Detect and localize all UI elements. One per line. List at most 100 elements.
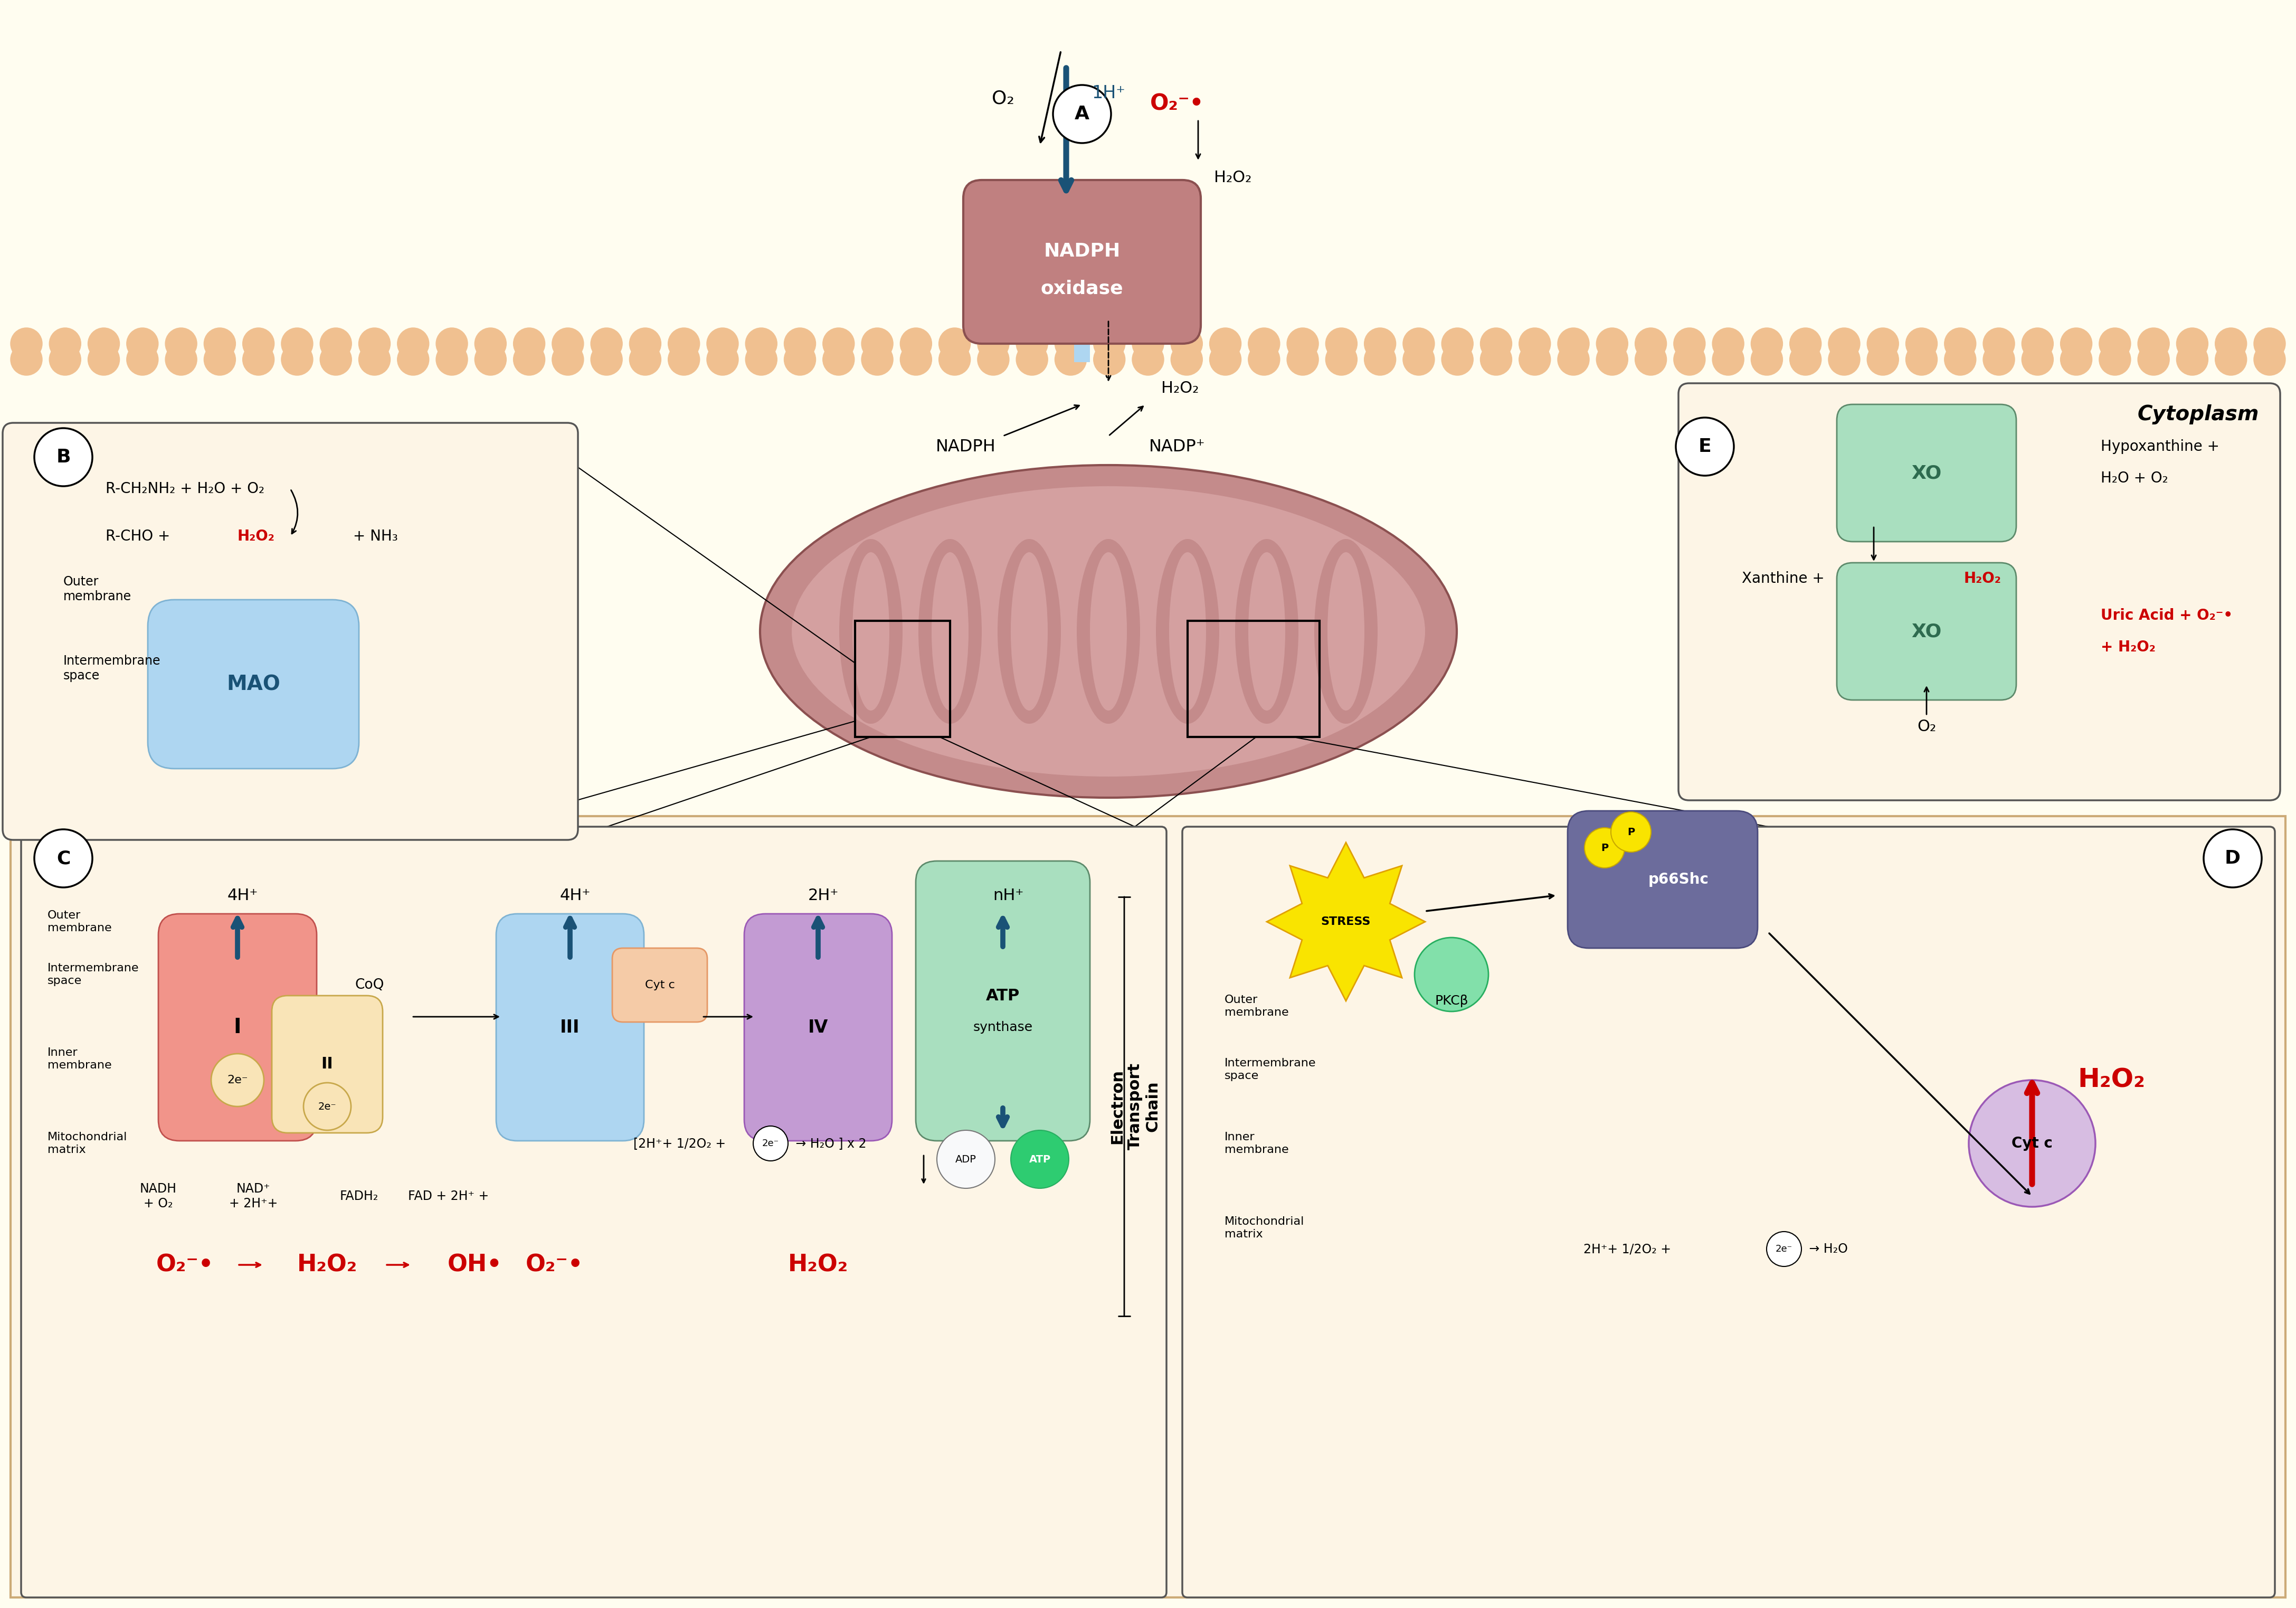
Circle shape [1327, 1171, 1343, 1188]
Text: H₂O₂: H₂O₂ [1215, 170, 1251, 185]
Circle shape [1215, 1161, 1233, 1180]
Circle shape [243, 621, 264, 642]
Circle shape [53, 944, 71, 962]
Circle shape [755, 944, 771, 962]
Circle shape [1054, 344, 1086, 375]
Circle shape [1910, 1024, 1929, 1042]
Circle shape [48, 328, 80, 360]
Circle shape [142, 944, 161, 962]
Circle shape [1731, 1171, 1750, 1188]
Circle shape [668, 344, 700, 375]
Circle shape [439, 944, 455, 962]
Circle shape [381, 611, 402, 632]
Circle shape [2089, 1034, 2108, 1052]
Circle shape [1979, 1161, 1995, 1180]
Circle shape [1798, 1034, 1816, 1052]
Text: Outer
membrane: Outer membrane [48, 910, 113, 933]
FancyBboxPatch shape [1837, 404, 2016, 542]
Circle shape [1394, 1024, 1412, 1042]
Circle shape [1642, 1171, 1660, 1188]
Circle shape [406, 611, 429, 632]
Circle shape [2046, 1171, 2064, 1188]
Circle shape [2202, 1024, 2220, 1042]
Circle shape [1440, 1161, 1456, 1180]
Circle shape [799, 934, 817, 952]
Circle shape [1171, 328, 1203, 360]
Circle shape [397, 328, 429, 360]
Circle shape [1325, 344, 1357, 375]
Text: FADH₂: FADH₂ [340, 1190, 379, 1203]
Circle shape [188, 944, 207, 962]
Circle shape [1364, 328, 1396, 360]
Circle shape [937, 934, 953, 952]
Circle shape [216, 611, 236, 632]
Circle shape [822, 344, 854, 375]
Circle shape [2204, 830, 2262, 888]
Ellipse shape [852, 552, 889, 711]
Text: NAD⁺
+ 2H⁺+: NAD⁺ + 2H⁺+ [230, 1182, 278, 1209]
Circle shape [1093, 344, 1125, 375]
Text: Inner
membrane: Inner membrane [1224, 1132, 1288, 1155]
Circle shape [574, 1077, 592, 1095]
Circle shape [980, 934, 999, 952]
Circle shape [370, 1085, 388, 1105]
Circle shape [1956, 1034, 1975, 1052]
Circle shape [161, 621, 184, 642]
Circle shape [1116, 1077, 1134, 1095]
Circle shape [319, 328, 351, 360]
Text: CoQ: CoQ [356, 978, 383, 992]
Circle shape [822, 934, 840, 952]
Circle shape [99, 934, 117, 952]
Circle shape [1844, 1171, 1862, 1188]
Circle shape [2099, 328, 2131, 360]
Circle shape [2023, 1161, 2041, 1180]
Circle shape [1442, 328, 1474, 360]
FancyBboxPatch shape [2, 423, 579, 839]
Circle shape [868, 944, 886, 962]
Circle shape [1596, 328, 1628, 360]
Circle shape [358, 328, 390, 360]
Circle shape [1713, 344, 1745, 375]
Circle shape [1529, 1024, 1548, 1042]
Circle shape [53, 611, 73, 632]
Circle shape [1132, 344, 1164, 375]
Circle shape [1798, 1161, 1816, 1180]
Text: Cyt c: Cyt c [2011, 1137, 2053, 1151]
Circle shape [891, 944, 909, 962]
Circle shape [204, 328, 236, 360]
Circle shape [1642, 1034, 1660, 1052]
Circle shape [551, 944, 569, 962]
Circle shape [280, 944, 296, 962]
Circle shape [459, 934, 478, 952]
Circle shape [324, 1077, 342, 1095]
FancyBboxPatch shape [1678, 383, 2280, 801]
Circle shape [243, 344, 273, 375]
Circle shape [551, 1077, 569, 1095]
Circle shape [868, 934, 886, 952]
Circle shape [234, 934, 253, 952]
Circle shape [1210, 344, 1242, 375]
Ellipse shape [1155, 539, 1219, 724]
Circle shape [1304, 1161, 1322, 1180]
Circle shape [2158, 1034, 2177, 1052]
Circle shape [1483, 1171, 1502, 1188]
Circle shape [978, 328, 1010, 360]
Circle shape [48, 344, 80, 375]
Text: O₂: O₂ [1917, 719, 1936, 735]
Circle shape [1258, 1161, 1277, 1180]
Circle shape [1676, 418, 1733, 476]
Circle shape [664, 1085, 682, 1105]
Circle shape [34, 830, 92, 888]
Circle shape [664, 944, 682, 962]
Text: Mitochondrial
matrix: Mitochondrial matrix [48, 1132, 126, 1155]
Text: oxidase: oxidase [1040, 280, 1123, 297]
Circle shape [755, 1085, 771, 1105]
Circle shape [1596, 1034, 1614, 1052]
Circle shape [845, 934, 863, 952]
Circle shape [1506, 1034, 1525, 1052]
Circle shape [1371, 1024, 1389, 1042]
Circle shape [1674, 344, 1706, 375]
Circle shape [2255, 328, 2285, 360]
Circle shape [1281, 1034, 1300, 1052]
Circle shape [482, 944, 501, 962]
